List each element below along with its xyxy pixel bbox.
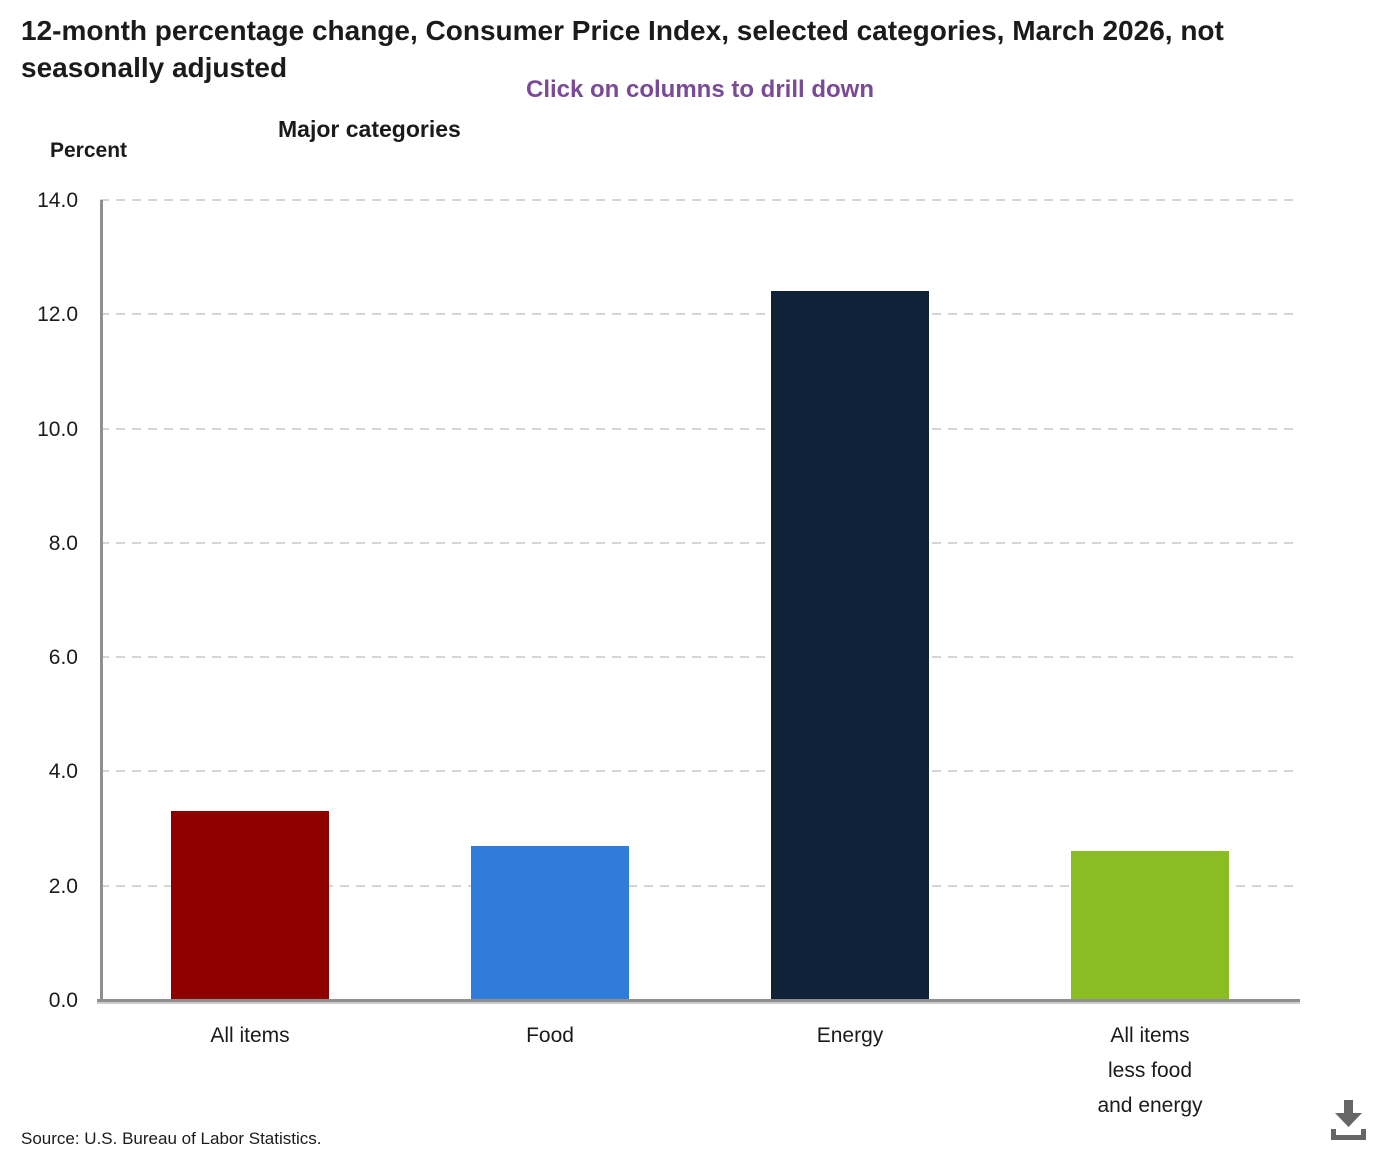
category-label-all-items: All items (210, 1024, 290, 1047)
chart-title: Major categories (278, 116, 461, 142)
gridline-2 (100, 884, 1300, 887)
y-axis-line (100, 200, 103, 1001)
bar-all-items-less-food-and-energy[interactable] (1071, 851, 1229, 1000)
y-axis-title: Percent (50, 139, 128, 162)
y-tick-label-4.0: 4.0 (48, 760, 78, 784)
category-label-food: Food (526, 1024, 574, 1047)
drilldown-hint: Click on columns to drill down (525, 76, 874, 103)
y-tick-label-14.0: 14.0 (37, 189, 78, 212)
bar-energy[interactable] (771, 291, 929, 1000)
y-tick-label-8.0: 8.0 (48, 531, 78, 555)
y-tick-label-10.0: 10.0 (37, 417, 78, 441)
page-title: 12-month percentage change, Consumer Pri… (21, 15, 1224, 83)
plot-area (97, 199, 1300, 1002)
category-label-energy: Energy (816, 1024, 884, 1047)
category-label-all-items-less-food-and-energy: All items less food and energy (1097, 1024, 1203, 1117)
x-axis-line (97, 999, 1300, 1002)
bar-food[interactable] (471, 845, 629, 1000)
download-icon[interactable] (1325, 1098, 1373, 1142)
gridline-8 (100, 541, 1300, 544)
gridline-6 (100, 656, 1300, 659)
y-tick-label-0.0: 0.0 (48, 989, 78, 1012)
source-note: Source: U.S. Bureau of Labor Statistics. (21, 1129, 322, 1148)
y-tick-label-6.0: 6.0 (48, 646, 78, 670)
gridline-14 (100, 199, 1300, 201)
gridline-4 (100, 770, 1300, 773)
y-tick-label-2.0: 2.0 (48, 874, 78, 898)
bar-all-items[interactable] (171, 811, 329, 1000)
gridline-10 (100, 427, 1300, 430)
y-tick-label-12.0: 12.0 (37, 303, 78, 327)
gridline-12 (100, 313, 1300, 316)
